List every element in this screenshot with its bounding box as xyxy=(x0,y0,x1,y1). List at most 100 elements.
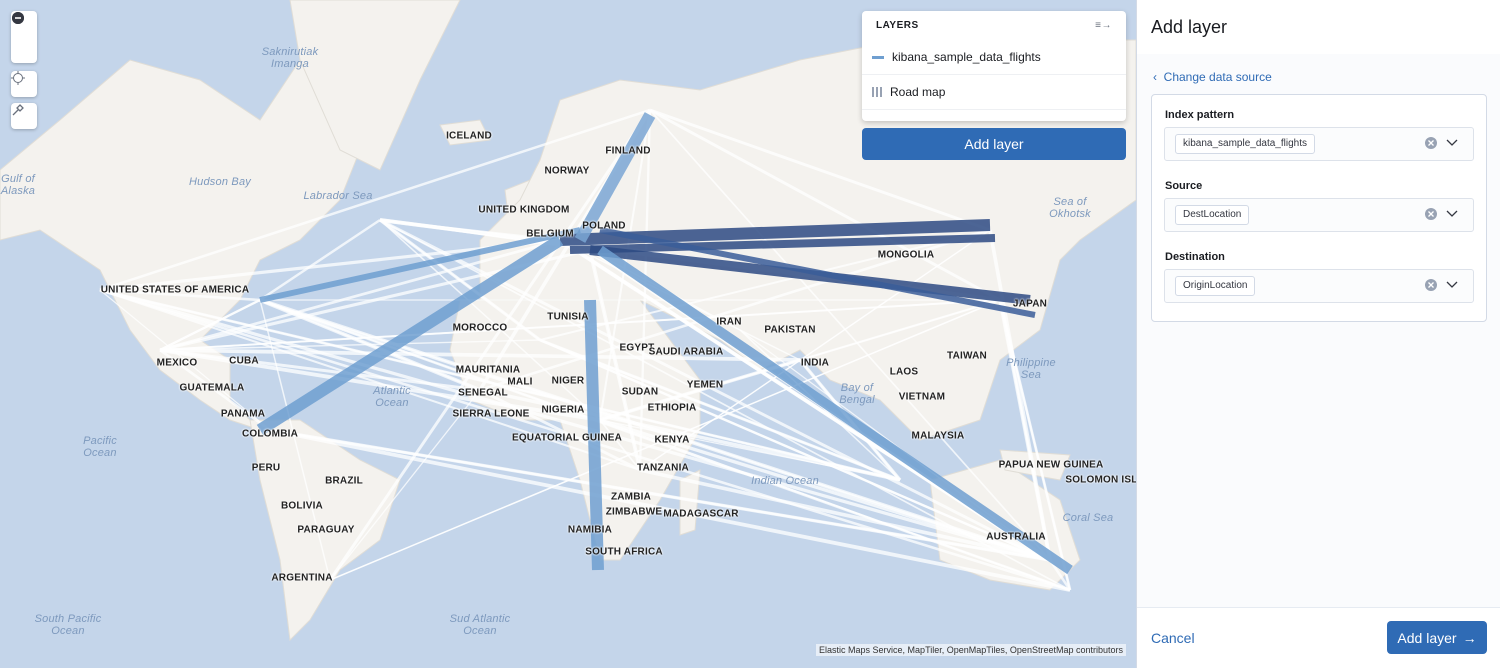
country-label: AUSTRALIA xyxy=(986,531,1046,543)
country-label: TAIWAN xyxy=(947,350,987,362)
flight-line xyxy=(649,108,991,232)
flyout-body: ‹ Change data source Index pattern kibana… xyxy=(1137,54,1500,608)
flight-line xyxy=(599,419,641,471)
country-label: NIGERIA xyxy=(541,404,585,416)
combo-box[interactable]: kibana_sample_data_flights xyxy=(1164,127,1474,161)
clear-and-arrow xyxy=(1423,206,1463,225)
back-link[interactable]: ‹ Change data source xyxy=(1153,70,1272,84)
country-label: MALAYSIA xyxy=(911,430,965,442)
country-label: SIERRA LEONE xyxy=(452,408,530,420)
country-label: PAPUA NEW GUINEA xyxy=(998,459,1104,471)
back-link-text[interactable]: Change data source xyxy=(1163,70,1272,84)
sea-label: Atlantic Ocean xyxy=(373,385,411,409)
sea-label: Saknirutiak Imanga xyxy=(261,46,319,70)
country-label: LAOS xyxy=(889,366,919,378)
flight-line xyxy=(649,108,1001,302)
add-layer-button[interactable]: Add layer xyxy=(862,128,1126,160)
country-label: MEXICO xyxy=(156,357,198,369)
flight-line xyxy=(584,299,604,571)
locate-button[interactable] xyxy=(11,71,37,97)
country-label: GUATEMALA xyxy=(179,382,245,394)
selected-pill: DestLocation xyxy=(1175,205,1250,225)
flight-line xyxy=(259,227,581,303)
country-label: TANZANIA xyxy=(637,462,689,474)
flight-line xyxy=(328,109,652,581)
flyout: Add layer ‹ Change data source Index pat… xyxy=(1136,0,1500,668)
layer-row[interactable]: kibana_sample_data_flights xyxy=(862,40,1126,75)
flight-line xyxy=(539,339,1051,561)
layer-row[interactable]: Road map xyxy=(862,75,1126,110)
map[interactable]: Saknirutiak Imanga Hudson Bay Labrador Sea… xyxy=(0,0,1136,668)
country-label: UNITED KINGDOM xyxy=(478,204,570,216)
flight-line xyxy=(99,108,651,292)
collapse-icon[interactable]: ≡→ xyxy=(1095,20,1112,31)
country-label: NIGER xyxy=(551,375,585,387)
flight-line xyxy=(99,288,1071,592)
flight-line xyxy=(269,428,1051,562)
flight-line xyxy=(256,234,564,436)
flight-line xyxy=(597,245,1073,575)
sea-label: Coral Sea xyxy=(1062,512,1114,524)
submit-button[interactable]: Add layer → xyxy=(1387,621,1487,654)
country-label: POLAND xyxy=(582,220,626,232)
country-label: VIETNAM xyxy=(898,391,946,403)
layer-name: kibana_sample_data_flights xyxy=(892,50,1041,64)
flight-line xyxy=(159,348,271,432)
form: Index pattern kibana_sample_data_flights S… xyxy=(1151,94,1487,322)
country-label: COLOMBIA xyxy=(241,428,299,440)
country-label: PANAMA xyxy=(220,408,266,420)
submit-text[interactable]: Add layer xyxy=(1397,629,1457,646)
layers-title: LAYERS ≡→ xyxy=(862,11,1126,40)
country-label: BELGIUM xyxy=(526,228,574,240)
layer-swatch xyxy=(872,55,884,59)
layers-panel: LAYERS ≡→ kibana_sample_data_flights Road… xyxy=(862,11,1126,121)
tools-button[interactable] xyxy=(11,103,37,129)
country-label: PAKISTAN xyxy=(764,324,816,336)
sea-label: Bay of Bengal xyxy=(839,382,875,406)
selected-pill: kibana_sample_data_flights xyxy=(1175,134,1315,154)
country-label: SUDAN xyxy=(621,386,659,398)
flight-line xyxy=(639,468,1051,562)
country-label: SOUTH AFRICA xyxy=(585,546,663,558)
sea-label: Philippine Sea xyxy=(1006,357,1056,381)
zoom-out[interactable] xyxy=(11,12,37,63)
flight-line xyxy=(379,219,601,421)
sea-label: Gulf of Alaska xyxy=(0,173,36,197)
combo-box[interactable]: OriginLocation xyxy=(1164,269,1474,303)
country-label: BOLIVIA xyxy=(281,500,323,512)
country-label: SAUDI ARABIA xyxy=(648,346,724,358)
country-label: CUBA xyxy=(229,355,259,367)
flight-line xyxy=(259,218,381,302)
sea-label: South Pacific Ocean xyxy=(34,613,102,637)
flight-line xyxy=(99,289,271,431)
flight-line xyxy=(99,288,1051,562)
layer-icon xyxy=(872,87,882,97)
flight-line xyxy=(329,389,481,581)
country-label: MONGOLIA xyxy=(877,249,935,261)
clear-and-arrow xyxy=(1423,135,1463,154)
combo-box[interactable]: DestLocation xyxy=(1164,198,1474,232)
country-label: KENYA xyxy=(654,434,690,446)
flight-line xyxy=(988,229,1052,561)
flight-line xyxy=(159,348,801,362)
sea-label: Sea of Okhotsk xyxy=(1049,196,1091,220)
country-label: ZAMBIA xyxy=(610,491,652,503)
sea-label: Sud Atlantic Ocean xyxy=(449,613,511,637)
flyout-footer: Cancel Add layer → xyxy=(1137,607,1500,668)
flight-line xyxy=(1048,559,1072,591)
country-label: ZIMBABWE xyxy=(605,506,663,518)
sea-label: Labrador Sea xyxy=(303,190,373,202)
flight-line xyxy=(569,234,996,254)
zoom-controls xyxy=(11,11,37,63)
country-label: IRAN xyxy=(716,316,742,328)
layers-title-text: LAYERS xyxy=(876,20,919,31)
country-label: MADAGASCAR xyxy=(663,508,739,520)
cancel-button[interactable]: Cancel xyxy=(1151,630,1195,646)
country-label: ETHIOPIA xyxy=(647,402,697,414)
field-label: Source xyxy=(1165,180,1203,192)
clear-and-arrow xyxy=(1423,277,1463,296)
flight-line xyxy=(159,339,541,351)
flight-line xyxy=(159,299,1001,351)
country-label: PERU xyxy=(251,462,281,474)
